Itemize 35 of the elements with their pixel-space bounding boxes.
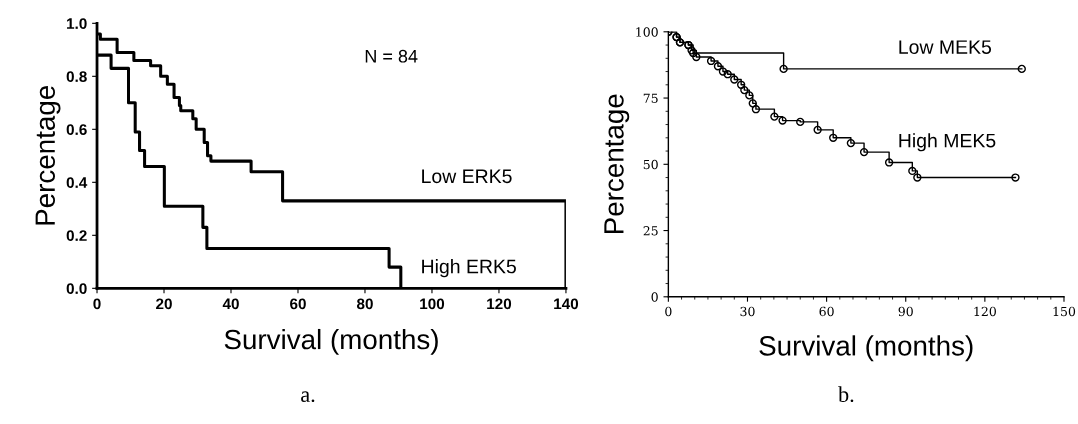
x-tick-label: 30 bbox=[740, 306, 755, 317]
y-tick-label: 0.4 bbox=[66, 177, 88, 189]
x-axis-title: Survival (months) bbox=[224, 328, 438, 355]
series-label: Low ERK5 bbox=[422, 169, 512, 184]
y-tick-label: 50 bbox=[643, 159, 658, 170]
y-axis-title: Percentage bbox=[35, 86, 61, 225]
series-label: High MEK5 bbox=[899, 133, 996, 152]
y-axis-title: Percentage bbox=[604, 94, 630, 234]
x-tick-label: 100 bbox=[420, 298, 445, 310]
x-tick-label: 80 bbox=[356, 298, 373, 310]
x-tick-label: 40 bbox=[222, 298, 239, 310]
x-tick-label: 120 bbox=[487, 298, 512, 310]
y-tick-label: 0.2 bbox=[66, 230, 87, 242]
y-tick-label: 100 bbox=[636, 27, 658, 37]
series-label: High ERK5 bbox=[422, 259, 516, 278]
x-tick-label: 60 bbox=[819, 306, 834, 317]
x-tick-label: 120 bbox=[974, 306, 996, 317]
y-tick-label: 0.8 bbox=[66, 71, 87, 83]
y-tick-label: 0.6 bbox=[66, 124, 87, 136]
text: a. bbox=[301, 391, 315, 403]
x-tick-label: 150 bbox=[1053, 306, 1076, 317]
x-axis-title: Survival (months) bbox=[759, 335, 973, 362]
x-tick-label: 0 bbox=[93, 298, 101, 310]
y-tick-label: 1.0 bbox=[67, 18, 87, 30]
y-tick-label: 25 bbox=[643, 226, 658, 236]
series-label: Low MEK5 bbox=[899, 40, 992, 54]
text: b. bbox=[838, 386, 854, 403]
y-tick-label: 0.0 bbox=[66, 283, 87, 295]
x-tick-label: 90 bbox=[898, 306, 913, 317]
annotation: N = 84 bbox=[365, 49, 418, 63]
x-tick-label: 0 bbox=[665, 306, 672, 317]
x-tick-label: 60 bbox=[290, 298, 306, 310]
y-tick-label: 75 bbox=[643, 93, 658, 103]
x-tick-label: 140 bbox=[554, 298, 579, 310]
x-tick-label: 20 bbox=[156, 298, 172, 310]
